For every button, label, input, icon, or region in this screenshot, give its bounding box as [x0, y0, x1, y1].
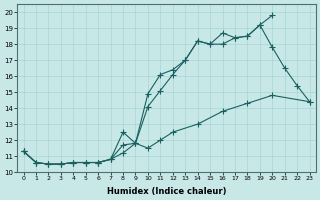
- X-axis label: Humidex (Indice chaleur): Humidex (Indice chaleur): [107, 187, 226, 196]
